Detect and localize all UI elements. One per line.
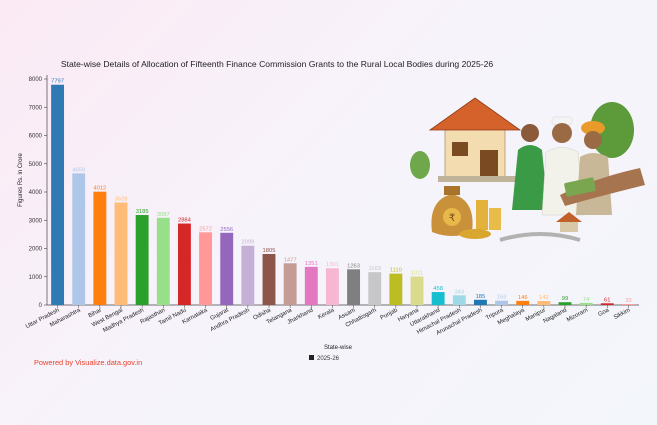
footer-credit: Powered by Visualize.data.gov.in (34, 358, 143, 367)
bar-value-label: 74 (583, 297, 590, 303)
bar[interactable] (473, 299, 487, 305)
bar[interactable] (72, 173, 86, 305)
bar-value-label: 3087 (157, 212, 170, 218)
rupee-icon: ₹ (449, 213, 455, 224)
bar[interactable] (600, 303, 614, 305)
bar[interactable] (452, 295, 466, 305)
y-tick-label: 8000 (29, 77, 43, 83)
chart-title: State-wise Details of Allocation of Fift… (61, 59, 494, 69)
bar[interactable] (241, 245, 255, 305)
y-tick-label: 1000 (29, 275, 43, 281)
bar-value-label: 4012 (93, 186, 106, 192)
bar-value-label: 458 (433, 286, 443, 292)
bar-value-label: 2099 (241, 240, 254, 246)
y-axis-title: Figures Rs. in Crore (18, 153, 24, 207)
bar[interactable] (51, 84, 65, 306)
x-tick-label: Nagaland (542, 307, 567, 324)
bar-value-label: 3628 (115, 197, 128, 203)
y-tick-label: 2000 (29, 247, 43, 253)
bar-value-label: 2556 (220, 227, 233, 233)
bar-value-label: 1163 (368, 266, 380, 272)
x-tick-label: Andhra Pradesh (210, 307, 251, 333)
bar[interactable] (220, 232, 234, 305)
bar-value-label: 33 (625, 298, 631, 304)
bar[interactable] (621, 304, 635, 305)
bar-value-label: 61 (604, 297, 610, 303)
y-tick-label: 7000 (29, 105, 43, 111)
bar[interactable] (325, 268, 339, 305)
bar[interactable] (283, 263, 297, 305)
bar[interactable] (304, 266, 318, 305)
bar[interactable] (410, 276, 424, 305)
bar-value-label: 99 (562, 296, 568, 302)
bar-value-label: 1351 (305, 261, 318, 267)
bar-value-label: 142 (539, 295, 549, 301)
bar-value-label: 1805 (263, 248, 276, 254)
y-tick-label: 0 (39, 303, 43, 309)
y-tick-label: 5000 (29, 162, 43, 168)
bar[interactable] (262, 254, 276, 305)
bar-value-label: 1477 (284, 257, 297, 263)
bar-value-label: 1301 (326, 262, 339, 268)
x-tick-label: Kerala (317, 307, 336, 321)
bar[interactable] (347, 269, 361, 305)
bar[interactable] (114, 202, 128, 305)
bar-value-label: 343 (454, 289, 464, 295)
x-axis-title: State-wise (324, 345, 353, 351)
bar[interactable] (177, 223, 191, 305)
y-tick-label: 6000 (29, 134, 43, 140)
bar-value-label: 185 (476, 294, 486, 300)
bar-value-label: 4659 (72, 167, 85, 173)
bar[interactable] (558, 302, 572, 305)
bar[interactable] (199, 232, 213, 305)
x-tick-label: Sikkim (613, 307, 631, 321)
bar[interactable] (495, 300, 509, 305)
x-tick-label: Punjab (379, 307, 399, 321)
bar[interactable] (93, 191, 107, 305)
bar[interactable] (389, 273, 403, 305)
bar-value-label: 2572 (199, 226, 212, 232)
legend-label: 2025-26 (317, 356, 340, 362)
bar[interactable] (156, 217, 170, 305)
bar-value-label: 1110 (390, 268, 402, 274)
x-tick-label: Bihar (88, 307, 103, 319)
bar-value-label: 153 (497, 295, 507, 301)
bar-value-label: 1011 (411, 270, 423, 276)
bar-value-label: 2884 (178, 218, 192, 224)
legend-swatch (309, 355, 314, 360)
bar-value-label: 3185 (136, 209, 149, 215)
bar-value-label: 146 (518, 295, 528, 301)
y-tick-label: 3000 (29, 218, 43, 224)
legend: 2025-26 (309, 355, 340, 362)
rural-community-illustration: ₹ (410, 97, 645, 242)
bar[interactable] (516, 300, 530, 305)
x-tick-label: Goa (597, 307, 610, 318)
bar-value-label: 1263 (347, 263, 360, 269)
bar[interactable] (579, 302, 593, 305)
y-tick-label: 4000 (29, 190, 43, 196)
bar[interactable] (537, 300, 551, 305)
bar[interactable] (431, 292, 445, 305)
bar[interactable] (135, 215, 149, 305)
bar[interactable] (368, 272, 382, 305)
bar-value-label: 7797 (51, 79, 64, 85)
x-tick-label: Mizoram (566, 307, 589, 323)
